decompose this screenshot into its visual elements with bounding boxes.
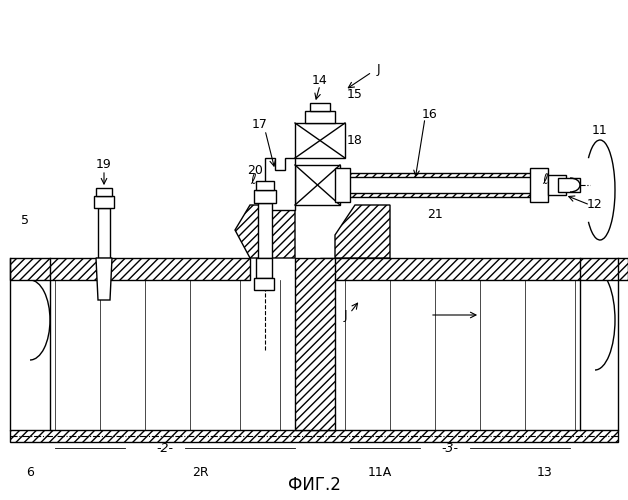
Text: 18: 18 (347, 134, 363, 146)
Text: 20: 20 (247, 164, 263, 176)
Bar (335, 173, 535, 197)
Polygon shape (295, 258, 335, 430)
Text: J: J (343, 308, 347, 322)
Text: 17: 17 (252, 118, 268, 132)
Bar (256, 181, 274, 190)
Text: ℓ: ℓ (250, 173, 256, 187)
Bar (305, 111, 335, 123)
Text: J: J (376, 64, 380, 76)
Bar (548, 175, 566, 195)
Text: 21: 21 (427, 208, 443, 222)
Bar (94, 196, 114, 208)
Text: -3-: -3- (441, 442, 458, 454)
Bar (335, 177, 535, 193)
Bar (10, 430, 618, 442)
Bar (254, 190, 276, 203)
Polygon shape (235, 205, 295, 258)
Text: 19: 19 (96, 158, 112, 172)
Bar (335, 168, 350, 202)
Bar (96, 188, 112, 196)
Bar (295, 123, 345, 158)
Bar (295, 165, 340, 205)
Polygon shape (335, 205, 390, 258)
Text: 2R: 2R (192, 466, 208, 478)
Text: 11: 11 (592, 124, 608, 136)
Text: -2-: -2- (156, 442, 173, 454)
Bar (258, 203, 272, 258)
Text: 6: 6 (26, 466, 34, 478)
Polygon shape (96, 258, 112, 300)
Text: 13: 13 (537, 466, 553, 478)
Bar (254, 278, 274, 290)
Text: 11A: 11A (368, 466, 392, 478)
Bar (310, 103, 330, 111)
Bar (558, 178, 580, 192)
Text: 5: 5 (21, 214, 29, 226)
Text: 12: 12 (587, 198, 603, 211)
Text: 15: 15 (347, 88, 363, 102)
Text: 16: 16 (422, 108, 438, 122)
Text: 14: 14 (312, 74, 328, 86)
Bar (530, 168, 548, 202)
Bar (98, 208, 110, 258)
Text: ℓ: ℓ (542, 173, 548, 187)
Bar (256, 258, 272, 278)
Text: ФИГ.2: ФИГ.2 (288, 476, 340, 494)
Bar (320, 258, 628, 280)
Bar (10, 258, 250, 280)
Polygon shape (265, 158, 295, 210)
